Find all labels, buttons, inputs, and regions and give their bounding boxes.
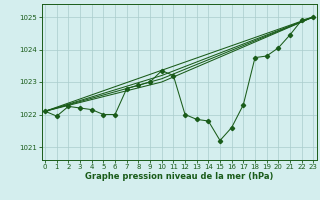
X-axis label: Graphe pression niveau de la mer (hPa): Graphe pression niveau de la mer (hPa): [85, 172, 273, 181]
